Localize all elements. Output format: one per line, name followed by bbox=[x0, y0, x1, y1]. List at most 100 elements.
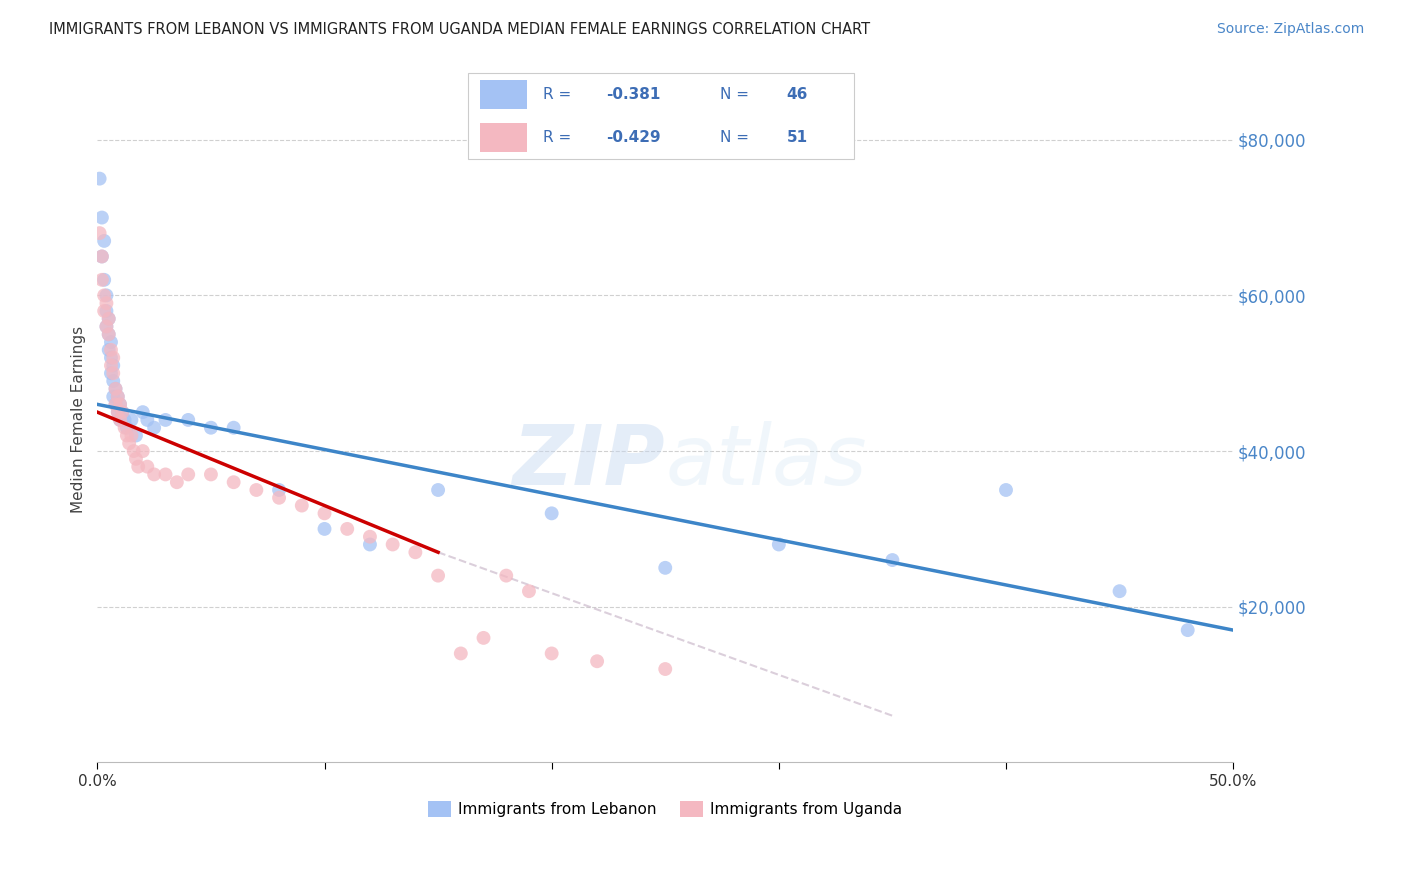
Point bbox=[143, 421, 166, 435]
Point bbox=[104, 397, 127, 411]
Point bbox=[107, 390, 129, 404]
Text: R =: R = bbox=[543, 87, 576, 102]
Point bbox=[115, 421, 138, 435]
Point bbox=[450, 647, 472, 661]
Point bbox=[495, 568, 517, 582]
Text: R =: R = bbox=[543, 130, 576, 145]
Point bbox=[155, 413, 177, 427]
Point bbox=[882, 553, 904, 567]
Point bbox=[132, 405, 155, 419]
Point bbox=[100, 351, 122, 365]
Point bbox=[177, 467, 200, 482]
Point bbox=[381, 537, 404, 551]
Point bbox=[104, 382, 127, 396]
Point bbox=[107, 405, 129, 419]
Text: 51: 51 bbox=[787, 130, 808, 145]
Point bbox=[359, 537, 381, 551]
Point bbox=[97, 327, 120, 342]
Text: 46: 46 bbox=[787, 87, 808, 102]
Point bbox=[314, 522, 336, 536]
Point bbox=[404, 545, 426, 559]
Point bbox=[267, 491, 290, 505]
Point bbox=[125, 428, 148, 442]
Point bbox=[115, 428, 138, 442]
Point bbox=[107, 405, 129, 419]
Text: N =: N = bbox=[720, 130, 754, 145]
Point bbox=[103, 374, 125, 388]
Point bbox=[118, 436, 141, 450]
Point bbox=[177, 413, 200, 427]
Point bbox=[111, 405, 134, 419]
Point bbox=[111, 405, 134, 419]
Point bbox=[120, 428, 142, 442]
Point bbox=[93, 273, 115, 287]
Point bbox=[267, 483, 290, 497]
Point bbox=[103, 359, 125, 373]
Point bbox=[96, 296, 118, 310]
Point bbox=[96, 319, 118, 334]
Text: -0.381: -0.381 bbox=[606, 87, 659, 102]
Point bbox=[120, 413, 142, 427]
Point bbox=[93, 304, 115, 318]
Point bbox=[540, 647, 562, 661]
Point bbox=[114, 421, 136, 435]
Point bbox=[103, 366, 125, 380]
Point bbox=[96, 304, 118, 318]
Point bbox=[245, 483, 267, 497]
Point bbox=[90, 273, 112, 287]
Point bbox=[108, 413, 131, 427]
Point bbox=[96, 319, 118, 334]
Point bbox=[427, 568, 450, 582]
Point bbox=[517, 584, 540, 599]
Point bbox=[127, 459, 149, 474]
FancyBboxPatch shape bbox=[468, 73, 853, 159]
Text: -0.429: -0.429 bbox=[606, 130, 661, 145]
Point bbox=[427, 483, 450, 497]
Point bbox=[103, 390, 125, 404]
Point bbox=[132, 444, 155, 458]
Point bbox=[96, 288, 118, 302]
Legend: Immigrants from Lebanon, Immigrants from Uganda: Immigrants from Lebanon, Immigrants from… bbox=[422, 795, 908, 823]
Point bbox=[104, 397, 127, 411]
Point bbox=[136, 459, 159, 474]
Point bbox=[143, 467, 166, 482]
Point bbox=[1177, 623, 1199, 637]
Point bbox=[166, 475, 188, 490]
Point bbox=[122, 444, 145, 458]
Point bbox=[200, 421, 222, 435]
Point bbox=[359, 530, 381, 544]
Text: atlas: atlas bbox=[665, 420, 868, 501]
Point bbox=[155, 467, 177, 482]
FancyBboxPatch shape bbox=[479, 80, 527, 109]
Text: IMMIGRANTS FROM LEBANON VS IMMIGRANTS FROM UGANDA MEDIAN FEMALE EARNINGS CORRELA: IMMIGRANTS FROM LEBANON VS IMMIGRANTS FR… bbox=[49, 22, 870, 37]
Point bbox=[586, 654, 609, 668]
Point bbox=[472, 631, 495, 645]
Y-axis label: Median Female Earnings: Median Female Earnings bbox=[72, 326, 86, 514]
Point bbox=[540, 506, 562, 520]
Point bbox=[200, 467, 222, 482]
Point bbox=[222, 475, 245, 490]
Text: ZIP: ZIP bbox=[513, 420, 665, 501]
Point bbox=[97, 311, 120, 326]
Point bbox=[114, 413, 136, 427]
Point bbox=[100, 343, 122, 357]
Point bbox=[97, 327, 120, 342]
Point bbox=[314, 506, 336, 520]
Point bbox=[90, 250, 112, 264]
Point bbox=[654, 561, 676, 575]
Point bbox=[89, 171, 111, 186]
Point bbox=[654, 662, 676, 676]
Point bbox=[100, 366, 122, 380]
Point bbox=[104, 382, 127, 396]
Point bbox=[90, 211, 112, 225]
Point bbox=[136, 413, 159, 427]
Point bbox=[291, 499, 314, 513]
Point bbox=[108, 413, 131, 427]
Point bbox=[100, 359, 122, 373]
Point bbox=[995, 483, 1018, 497]
FancyBboxPatch shape bbox=[479, 123, 527, 152]
Point bbox=[1108, 584, 1130, 599]
Point bbox=[103, 351, 125, 365]
Point bbox=[768, 537, 790, 551]
Point bbox=[97, 311, 120, 326]
